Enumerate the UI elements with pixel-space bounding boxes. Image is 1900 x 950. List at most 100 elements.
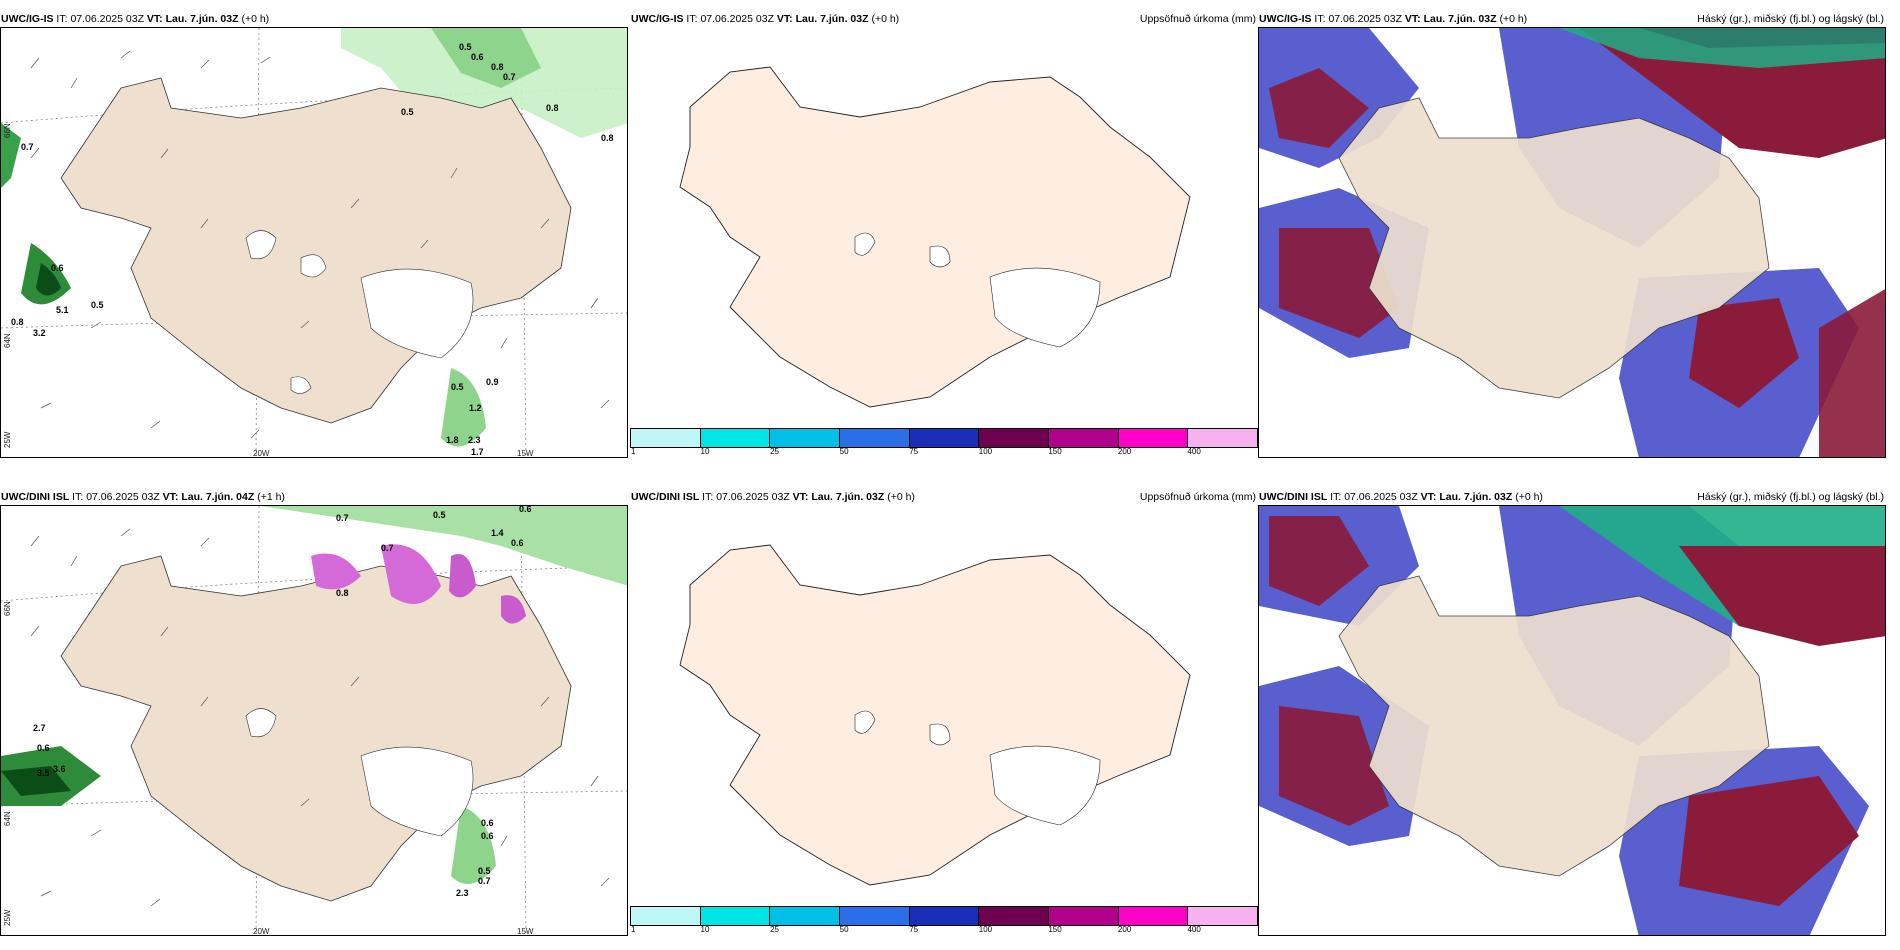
colorbar-swatch bbox=[631, 907, 701, 925]
precip-label: 1.2 bbox=[469, 403, 482, 413]
valid-time: Lau. 7.jún. 03Z bbox=[811, 491, 885, 503]
model-name: UWC/IG-IS bbox=[1259, 13, 1312, 25]
map-area[interactable] bbox=[630, 27, 1258, 428]
model-name: UWC/IG-IS bbox=[631, 13, 684, 25]
colorbar-swatch bbox=[909, 907, 980, 925]
colorbar-swatch bbox=[1188, 907, 1258, 925]
colorbar-swatch bbox=[700, 907, 771, 925]
map-area[interactable]: 0.5 0.6 0.8 0.7 0.5 0.8 0.8 0.7 0.6 0.5 … bbox=[0, 27, 628, 458]
precip-label: 0.9 bbox=[486, 377, 499, 387]
lead-time: (+1 h) bbox=[257, 491, 285, 503]
precip-label: 0.7 bbox=[21, 142, 34, 152]
init-time: 07.06.2025 03Z bbox=[86, 491, 160, 503]
colorbar-tick-label: 1 bbox=[631, 925, 636, 934]
valid-time: Lau. 7.jún. 03Z bbox=[1439, 491, 1513, 503]
lead-time: (+0 h) bbox=[241, 13, 270, 25]
panel-header: UWC/IG-IS IT: 07.06.2025 03Z VT: Lau. 7.… bbox=[630, 12, 1258, 27]
vt-label: VT: bbox=[1404, 13, 1421, 25]
map-graphic bbox=[679, 66, 1191, 408]
model-name: UWC/DINI ISL bbox=[1, 491, 70, 503]
precip-label: 0.5 bbox=[451, 382, 464, 392]
precip-label: 2.3 bbox=[456, 888, 469, 898]
precip-label: 0.6 bbox=[511, 538, 524, 548]
it-label: IT: bbox=[72, 491, 84, 503]
colorbar-swatch bbox=[979, 907, 1050, 925]
colorbar-tick-label: 10 bbox=[700, 925, 710, 934]
colorbar-swatch bbox=[1049, 907, 1119, 925]
precip-label: 0.5 bbox=[459, 42, 472, 52]
lon-label: 20W bbox=[253, 927, 270, 936]
panel-title: Háský (gr.), miðský (fj.bl.) og lágský (… bbox=[1697, 491, 1884, 503]
map-area[interactable] bbox=[1258, 27, 1886, 458]
iceland-land bbox=[679, 544, 1191, 886]
lat-label: 66N bbox=[3, 601, 12, 616]
colorbar-tick-label: 200 bbox=[1117, 447, 1132, 456]
lat-label: 64N bbox=[3, 811, 12, 826]
map-area[interactable] bbox=[630, 505, 1258, 906]
vt-label: VT: bbox=[162, 491, 179, 503]
colorbar-ticks: 1 10 25 50 75 100 150 200 400 bbox=[630, 446, 1258, 458]
panel-igis-accum-precip: UWC/IG-IS IT: 07.06.2025 03Z VT: Lau. 7.… bbox=[630, 12, 1258, 458]
precip-label: 0.7 bbox=[478, 876, 491, 886]
precip-label: 0.5 bbox=[478, 866, 491, 876]
colorbar-tick-label: 50 bbox=[839, 447, 849, 456]
panel-header: UWC/IG-IS IT: 07.06.2025 03Z VT: Lau. 7.… bbox=[1258, 12, 1886, 27]
vt-label: VT: bbox=[146, 13, 163, 25]
lat-label: 66N bbox=[3, 123, 12, 138]
panel-header: UWC/IG-IS IT: 07.06.2025 03Z VT: Lau. 7.… bbox=[0, 12, 628, 27]
map-graphic bbox=[1259, 28, 1885, 457]
precip-label: 0.5 bbox=[91, 300, 104, 310]
it-label: IT: bbox=[1330, 491, 1342, 503]
iceland-land bbox=[1338, 97, 1770, 399]
lon-label: 15W bbox=[517, 927, 534, 936]
lead-time: (+0 h) bbox=[1499, 13, 1528, 25]
colorbar: 1 10 25 50 75 100 150 200 400 bbox=[630, 906, 1258, 936]
panel-dini-accum-precip: UWC/DINI ISL IT: 07.06.2025 03Z VT: Lau.… bbox=[630, 490, 1258, 936]
panel-header: UWC/DINI ISL IT: 07.06.2025 03Z VT: Lau.… bbox=[0, 490, 628, 505]
panel-dini-wind-precip: UWC/DINI ISL IT: 07.06.2025 03Z VT: Lau.… bbox=[0, 490, 628, 936]
vt-label: VT: bbox=[776, 13, 793, 25]
model-name: UWC/IG-IS bbox=[1, 13, 54, 25]
precip-label: 0.6 bbox=[51, 263, 64, 273]
panel-igis-wind-precip: UWC/IG-IS IT: 07.06.2025 03Z VT: Lau. 7.… bbox=[0, 12, 628, 458]
precip-label: 0.6 bbox=[37, 743, 50, 753]
lon-label: 20W bbox=[253, 449, 270, 458]
panel-header: UWC/DINI ISL IT: 07.06.2025 03Z VT: Lau.… bbox=[1258, 490, 1886, 505]
colorbar-swatch bbox=[1049, 429, 1119, 447]
colorbar-swatches bbox=[630, 428, 1258, 448]
it-label: IT: bbox=[56, 13, 68, 25]
valid-time: Lau. 7.jún. 04Z bbox=[181, 491, 255, 503]
vt-label: VT: bbox=[1420, 491, 1437, 503]
lead-time: (+0 h) bbox=[1515, 491, 1543, 503]
lead-time: (+0 h) bbox=[871, 13, 900, 25]
precip-label: 0.6 bbox=[481, 831, 494, 841]
map-graphic: 0.5 0.6 0.8 0.7 0.5 0.8 0.8 0.7 0.6 0.5 … bbox=[1, 28, 627, 457]
colorbar-swatches bbox=[630, 906, 1258, 926]
precip-label: 1.7 bbox=[471, 447, 484, 457]
init-time: 07.06.2025 03Z bbox=[1328, 13, 1402, 25]
precip-label: 0.8 bbox=[11, 317, 24, 327]
iceland-land bbox=[679, 66, 1191, 408]
lat-label: 25W bbox=[3, 909, 12, 926]
colorbar-tick-label: 10 bbox=[700, 447, 710, 456]
colorbar-swatch bbox=[1118, 429, 1189, 447]
precip-label: 2.7 bbox=[33, 723, 46, 733]
panel-header: UWC/DINI ISL IT: 07.06.2025 03Z VT: Lau.… bbox=[630, 490, 1258, 505]
colorbar-tick-label: 25 bbox=[770, 447, 780, 456]
precip-label: 0.7 bbox=[336, 513, 349, 523]
panel-title: Uppsöfnuð úrkoma (mm) bbox=[1139, 13, 1256, 25]
colorbar-swatch bbox=[840, 907, 910, 925]
map-graphic bbox=[679, 544, 1191, 886]
map-area[interactable]: 0.7 0.5 0.6 0.7 0.8 1.4 0.6 2.7 0.6 3.5 … bbox=[0, 505, 628, 936]
colorbar-tick-label: 400 bbox=[1187, 925, 1201, 934]
colorbar-tick-label: 1 bbox=[631, 447, 636, 456]
map-area[interactable] bbox=[1258, 505, 1886, 936]
precip-label: 0.8 bbox=[546, 103, 559, 113]
colorbar-swatch bbox=[909, 429, 980, 447]
precip-label: 0.8 bbox=[491, 62, 504, 72]
colorbar-tick-label: 400 bbox=[1187, 447, 1201, 456]
it-label: IT: bbox=[1314, 13, 1326, 25]
map-graphic bbox=[1259, 506, 1885, 935]
colorbar-tick-label: 150 bbox=[1048, 925, 1062, 934]
panel-title: Uppsöfnuð úrkoma (mm) bbox=[1139, 491, 1256, 503]
